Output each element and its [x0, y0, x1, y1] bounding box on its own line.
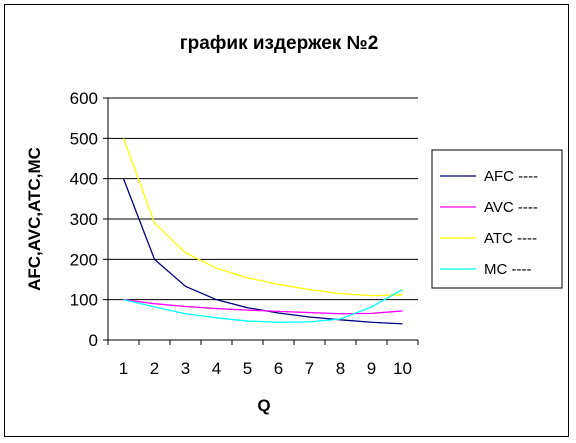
point-avc-8	[339, 312, 342, 315]
point-atc-1	[122, 137, 125, 140]
point-atc-5	[246, 276, 249, 279]
point-atc-9	[370, 294, 373, 297]
point-atc-6	[277, 283, 280, 286]
legend-label-afc: AFC ----	[484, 168, 538, 185]
point-avc-9	[370, 312, 373, 315]
legend-label-atc: ATC ----	[484, 230, 537, 247]
x-tick-label-10: 10	[393, 359, 412, 378]
x-tick-label-4: 4	[212, 359, 221, 378]
point-afc-9	[370, 321, 373, 324]
point-mc-2	[153, 305, 156, 308]
series-mc	[122, 288, 404, 324]
series-afc	[122, 177, 404, 325]
legend-label-mc: MC ----	[484, 261, 531, 278]
x-tick-label-6: 6	[274, 359, 283, 378]
point-atc-4	[215, 267, 218, 270]
point-avc-6	[277, 310, 280, 313]
y-tick-label-500: 500	[70, 129, 98, 148]
series-avc	[123, 299, 404, 315]
axes	[103, 97, 419, 345]
y-tick-label-600: 600	[70, 89, 98, 108]
point-mc-5	[246, 320, 249, 323]
point-mc-6	[277, 321, 280, 324]
x-tick-label-3: 3	[181, 359, 190, 378]
point-avc-3	[184, 305, 187, 308]
point-atc-7	[308, 288, 311, 291]
x-axis-label: Q	[257, 396, 270, 415]
data-series	[122, 137, 404, 325]
x-tick-labels: 1 2 3 4 5 6 7 8 9 10	[119, 359, 412, 378]
point-mc-7	[308, 320, 311, 323]
x-tick-label-7: 7	[305, 359, 314, 378]
y-tick-label-0: 0	[89, 331, 98, 350]
point-atc-2	[153, 222, 156, 225]
y-tick-label-200: 200	[70, 250, 98, 269]
point-mc-10	[401, 288, 404, 291]
point-mc-3	[184, 312, 187, 315]
legend-label-avc: AVC ----	[484, 199, 538, 216]
chart-title: график издержек №2	[180, 33, 379, 54]
point-avc-7	[308, 311, 311, 314]
gridlines	[108, 97, 418, 301]
x-tick-label-1: 1	[119, 359, 128, 378]
legend: AFC ---- AVC ---- ATC ---- MC ----	[431, 149, 563, 289]
point-afc-2	[153, 258, 156, 261]
point-atc-8	[339, 292, 342, 295]
point-atc-10	[401, 293, 404, 296]
point-afc-4	[215, 298, 218, 301]
y-tick-label-300: 300	[70, 210, 98, 229]
point-mc-8	[339, 318, 342, 321]
point-avc-5	[246, 309, 249, 312]
y-tick-label-400: 400	[70, 170, 98, 189]
x-tick-label-8: 8	[336, 359, 345, 378]
point-mc-1	[122, 298, 125, 301]
point-afc-1	[122, 177, 125, 180]
x-tick-label-9: 9	[367, 359, 376, 378]
legend-box	[431, 149, 563, 289]
point-atc-3	[184, 251, 187, 254]
point-mc-4	[215, 316, 218, 319]
point-afc-10	[401, 322, 404, 325]
point-avc-2	[153, 302, 156, 305]
series-line-mc	[123, 289, 403, 323]
x-tick-label-2: 2	[150, 359, 159, 378]
point-avc-10	[401, 309, 404, 312]
y-axis-label: AFC,AVC,ATC,MC	[25, 147, 44, 291]
x-tick-label-5: 5	[243, 359, 252, 378]
point-afc-7	[308, 316, 311, 319]
series-line-afc	[122, 178, 403, 325]
point-mc-9	[370, 305, 373, 308]
series-line-atc	[122, 138, 403, 297]
y-tick-label-100: 100	[70, 291, 98, 310]
point-afc-3	[184, 285, 187, 288]
point-avc-4	[215, 307, 218, 310]
series-atc	[122, 137, 404, 297]
y-tick-labels: 0 100 200 300 400 500 600	[70, 89, 98, 350]
